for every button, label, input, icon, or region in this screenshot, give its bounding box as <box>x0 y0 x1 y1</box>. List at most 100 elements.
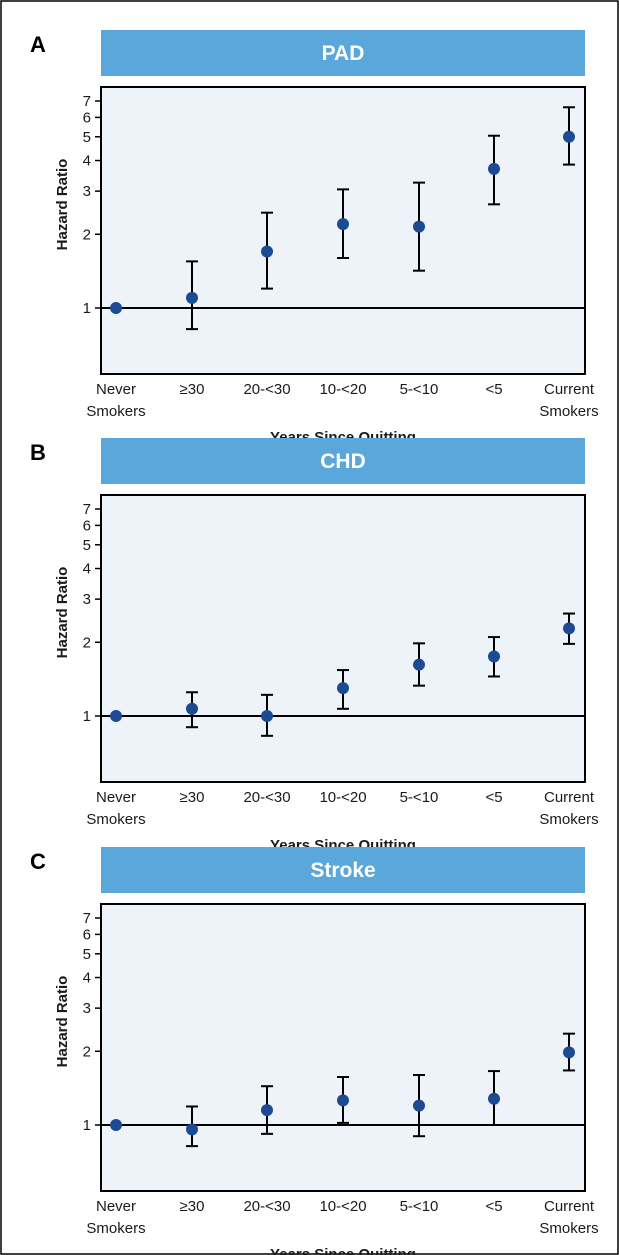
y-tick-label: 3 <box>83 183 91 200</box>
panel-a: A PAD 1 2 3 4 5 67 Hazard Ratio Never Smokers ≥30 20… <box>30 30 599 446</box>
y-tick-label: 2 <box>83 634 91 651</box>
y-tick-label: 2 <box>83 1043 91 1060</box>
data-point <box>186 702 198 715</box>
y-tick-label: 3 <box>83 591 91 608</box>
data-point <box>261 245 273 258</box>
data-point <box>488 1092 500 1105</box>
title-banner <box>101 438 585 484</box>
data-point <box>413 220 425 233</box>
y-tick-label: 5 <box>83 946 91 963</box>
x-tick-label: ≥30 <box>180 381 205 398</box>
x-tick-label: ≥30 <box>180 1198 205 1215</box>
x-tick-label-line: <5 <box>485 381 502 398</box>
x-tick-label-line: Never <box>96 789 136 806</box>
y-tick-label: 7 <box>83 910 91 927</box>
title-banner <box>101 847 585 893</box>
data-point <box>413 658 425 671</box>
y-tick-label: 6 <box>83 926 91 943</box>
x-axis-label: Years Since Quitting <box>270 1246 416 1255</box>
data-point <box>563 130 575 143</box>
y-tick-label: 4 <box>83 561 91 578</box>
x-tick-label-line: Current <box>544 789 595 806</box>
y-axis-label: Hazard Ratio <box>54 159 71 251</box>
x-tick-label: 10-<20 <box>319 381 366 398</box>
panel-letter: A <box>30 32 46 57</box>
panel-letter: B <box>30 440 46 465</box>
data-point <box>186 291 198 304</box>
plot-area <box>100 903 586 1192</box>
x-tick-label: 10-<20 <box>319 1198 366 1215</box>
x-tick-label: <5 <box>485 381 502 398</box>
y-tick-label: 4 <box>83 970 91 987</box>
x-tick-label-line: Never <box>96 381 136 398</box>
x-tick-label-line: <5 <box>485 1198 502 1215</box>
x-tick-label-line: 5-<10 <box>400 789 439 806</box>
data-point <box>563 622 575 635</box>
data-point <box>488 650 500 663</box>
chart-title: CHD <box>320 450 366 473</box>
x-tick-label: <5 <box>485 789 502 806</box>
x-tick-label-line: ≥30 <box>180 1198 205 1215</box>
y-tick-label: 7 <box>83 93 91 110</box>
x-tick-label-line: Never <box>96 1198 136 1215</box>
y-tick-label: 1 <box>83 708 91 725</box>
y-tick-label: 4 <box>83 153 91 170</box>
x-tick-label: 5-<10 <box>400 1198 439 1215</box>
x-tick-label-line: 20-<30 <box>243 381 290 398</box>
data-point <box>488 162 500 175</box>
x-tick-label-line: Smokers <box>539 403 598 420</box>
data-point <box>413 1099 425 1112</box>
x-tick-label: Current Smokers <box>539 1198 598 1237</box>
x-tick-label-line: Current <box>544 1198 595 1215</box>
data-point <box>261 710 273 722</box>
data-point <box>186 1123 198 1136</box>
y-tick-label: 3 <box>83 1000 91 1017</box>
data-point <box>110 710 122 722</box>
chart-title: PAD <box>322 42 365 65</box>
data-point <box>110 1119 122 1131</box>
x-tick-label: Never Smokers <box>86 1198 145 1237</box>
x-tick-label-line: 20-<30 <box>243 1198 290 1215</box>
data-point <box>337 682 349 695</box>
x-tick-label: <5 <box>485 1198 502 1215</box>
plot-area <box>100 494 586 783</box>
data-point <box>337 1094 349 1107</box>
y-tick-label: 1 <box>83 1117 91 1134</box>
x-tick-label-line: 20-<30 <box>243 789 290 806</box>
y-tick-label: 5 <box>83 129 91 146</box>
x-tick-label-line: Smokers <box>86 403 145 420</box>
x-tick-label: Current Smokers <box>539 789 598 828</box>
y-axis-label: Hazard Ratio <box>54 567 71 659</box>
panel-c: C Stroke 1 2 3 4 5 67 Hazard Ratio Never Smokers ≥3… <box>30 847 599 1255</box>
x-tick-label-line: 10-<20 <box>319 1198 366 1215</box>
panel-letter: C <box>30 849 46 874</box>
x-tick-label: 5-<10 <box>400 381 439 398</box>
y-tick-label: 6 <box>83 109 91 126</box>
x-tick-label-line: 5-<10 <box>400 1198 439 1215</box>
x-tick-label: 20-<30 <box>243 1198 290 1215</box>
x-tick-label: ≥30 <box>180 789 205 806</box>
x-tick-label: Never Smokers <box>86 789 145 828</box>
x-tick-label-line: 10-<20 <box>319 789 366 806</box>
y-tick-label: 7 <box>83 501 91 518</box>
data-point <box>337 218 349 231</box>
data-point <box>261 1104 273 1117</box>
x-tick-label-line: Smokers <box>86 811 145 828</box>
x-tick-label: 10-<20 <box>319 789 366 806</box>
y-tick-label: 6 <box>83 517 91 534</box>
x-tick-label: Current Smokers <box>539 381 598 420</box>
x-tick-label-line: Smokers <box>539 1220 598 1237</box>
x-tick-label-line: Current <box>544 381 595 398</box>
data-point <box>110 302 122 314</box>
x-tick-label-line: 10-<20 <box>319 381 366 398</box>
x-tick-label-line: 5-<10 <box>400 381 439 398</box>
x-tick-label-line: Smokers <box>86 1220 145 1237</box>
x-tick-label: Never Smokers <box>86 381 145 420</box>
x-tick-label-line: ≥30 <box>180 381 205 398</box>
title-banner <box>101 30 585 76</box>
x-tick-label-line: ≥30 <box>180 789 205 806</box>
y-tick-label: 5 <box>83 537 91 554</box>
x-tick-label: 20-<30 <box>243 789 290 806</box>
x-tick-label: 5-<10 <box>400 789 439 806</box>
